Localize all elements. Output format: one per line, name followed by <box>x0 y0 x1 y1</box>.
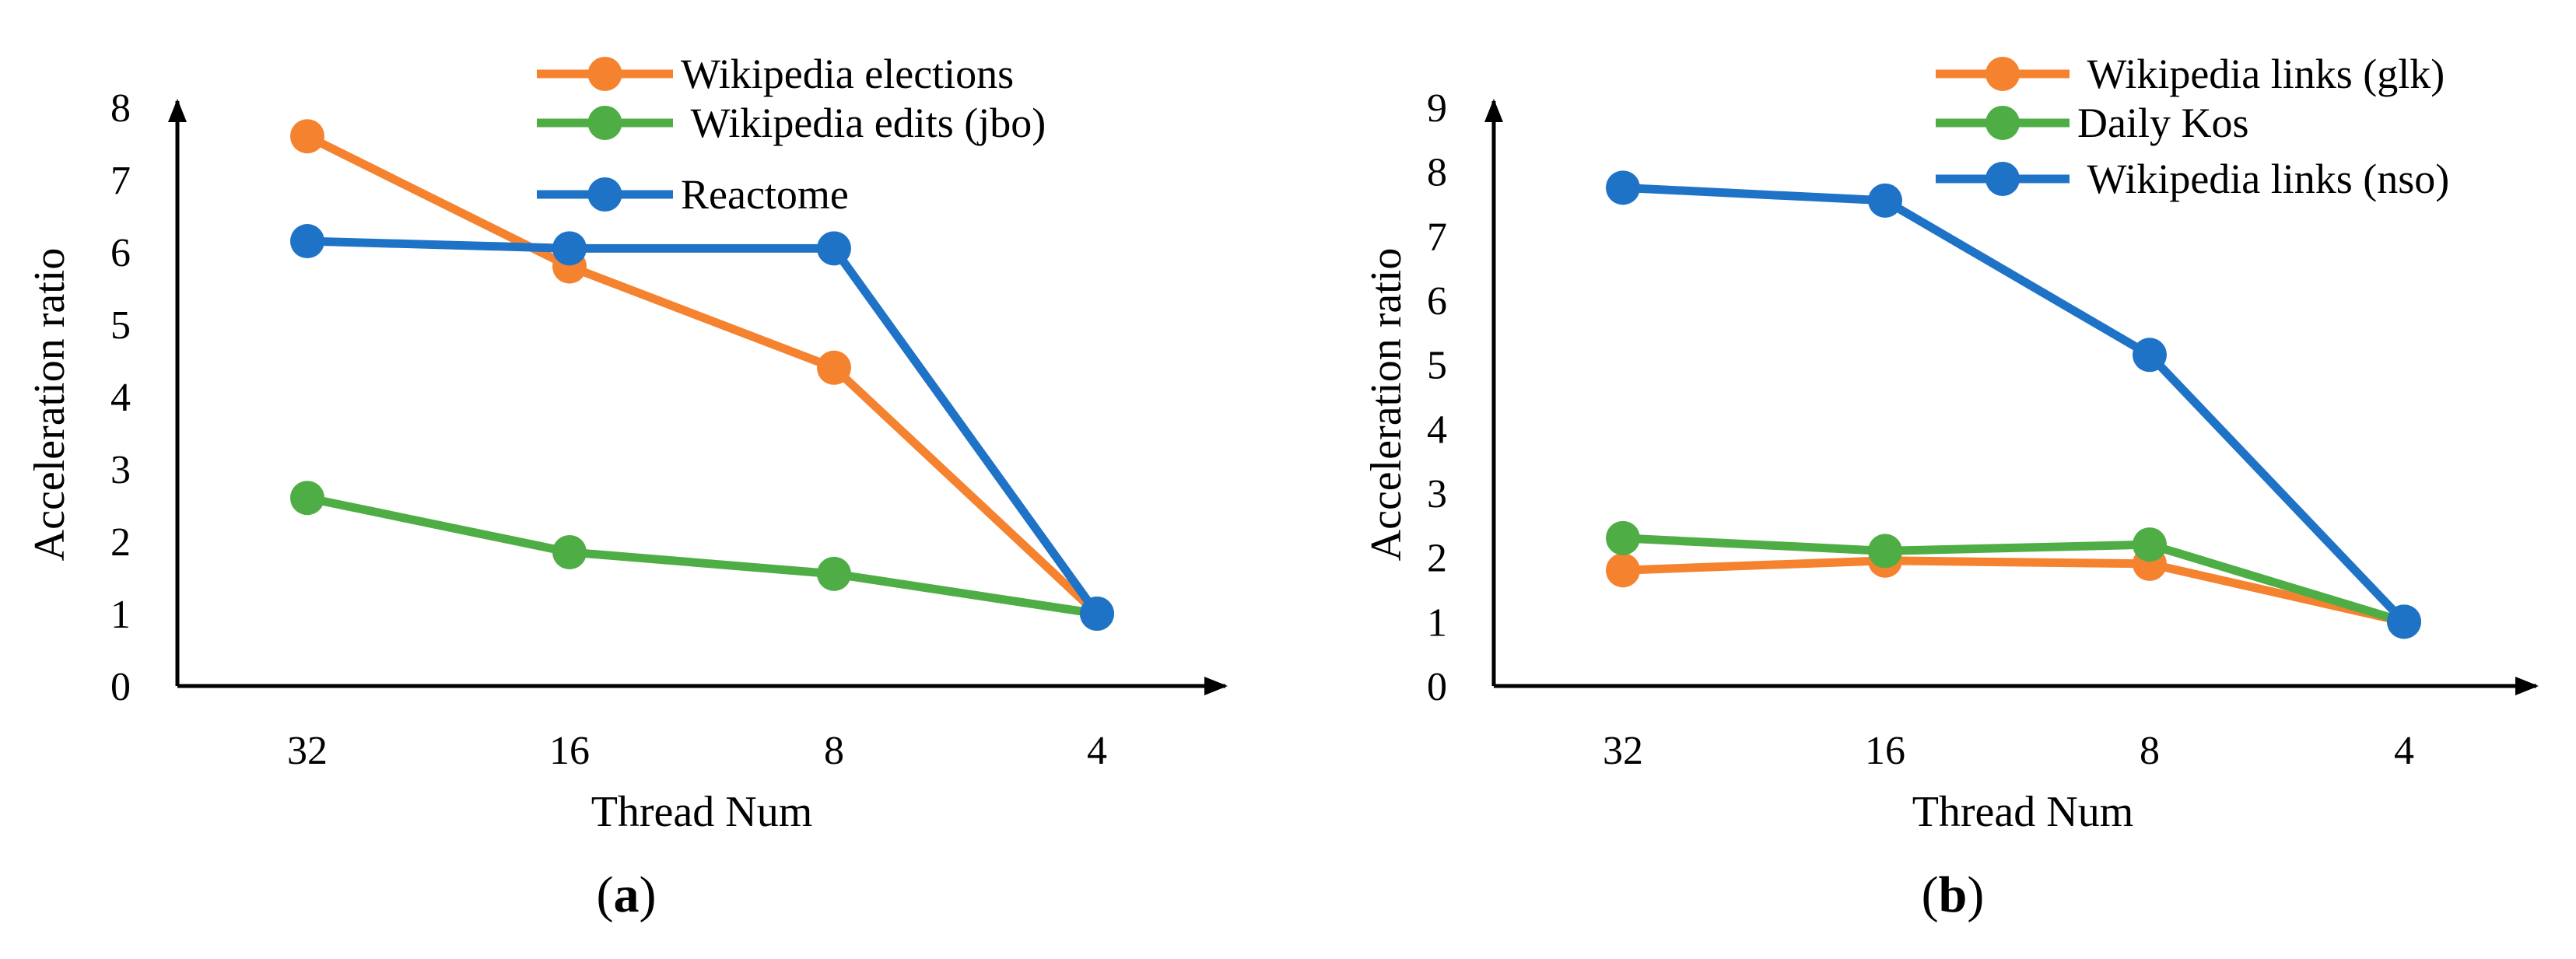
x-tick-label: 32 <box>1603 729 1643 773</box>
legend-marker <box>587 177 622 212</box>
x-tick-label: 8 <box>2140 729 2160 773</box>
legend-marker <box>1985 106 2020 140</box>
legend-label: Wikipedia elections <box>681 51 1014 97</box>
data-point <box>1868 534 1902 569</box>
y-tick-label: 5 <box>1427 344 1447 388</box>
x-axis-label: Thread Num <box>1912 788 2134 836</box>
series-line-3 <box>1622 183 2407 625</box>
series-line-1 <box>305 132 1100 618</box>
y-tick-label: 4 <box>110 376 131 420</box>
y-axis-label: Acceleration ratio <box>1362 248 1411 562</box>
y-tick-label: 9 <box>1427 86 1447 131</box>
series-line-3 <box>307 236 1101 617</box>
legend-label: Daily Kos <box>2077 100 2248 146</box>
legend-marker <box>587 57 622 91</box>
data-point <box>290 119 324 154</box>
y-tick-label: 1 <box>110 593 131 637</box>
data-point <box>817 556 851 591</box>
x-tick-label: 4 <box>2394 729 2414 773</box>
data-point <box>817 350 851 385</box>
legend-label: Wikipedia links (nso) <box>2077 156 2449 202</box>
y-tick-label: 2 <box>110 520 131 565</box>
data-point <box>552 231 587 266</box>
y-tick-label: 6 <box>1427 279 1447 324</box>
chart-panel-a: 0 1 2 3 4 5 6 7 8 32 16 8 4 Thread Num Acceleration ra… <box>26 51 1228 923</box>
data-point <box>1606 170 1640 205</box>
legend-label: Reactome <box>681 171 849 218</box>
y-tick-label: 0 <box>110 665 131 709</box>
x-tick-label: 8 <box>824 729 844 773</box>
data-point <box>552 534 587 569</box>
series-line-2 <box>306 493 1098 618</box>
y-axis-label: Acceleration ratio <box>26 248 74 562</box>
panel-label: (a) <box>597 866 657 923</box>
series-line-2 <box>1622 534 2406 626</box>
data-point <box>1080 597 1114 631</box>
y-tick-label: 1 <box>1427 600 1447 645</box>
x-tick-label: 4 <box>1087 729 1107 773</box>
legend-marker <box>1985 162 2020 196</box>
data-point <box>1868 183 1902 218</box>
x-tick-label: 16 <box>549 729 590 773</box>
y-tick-label: 5 <box>110 303 131 348</box>
legend-marker <box>587 106 622 140</box>
y-tick-label: 6 <box>110 231 131 275</box>
chart-panel-b: 0 1 2 3 4 5 6 7 8 9 32 16 8 4 Thread Num Acceleration r… <box>1362 51 2539 923</box>
data-point <box>1606 520 1640 555</box>
y-tick-label: 0 <box>1427 665 1447 709</box>
y-tick-label: 8 <box>1427 151 1447 195</box>
series-line-1 <box>1622 556 2406 626</box>
y-tick-label: 8 <box>110 86 131 131</box>
data-point <box>817 231 851 266</box>
data-point <box>2133 338 2167 373</box>
data-point <box>1606 553 1640 588</box>
legend-label: Wikipedia links (glk) <box>2077 51 2445 97</box>
y-tick-label: 4 <box>1427 408 1447 452</box>
data-point <box>2387 604 2421 639</box>
data-point <box>290 224 324 259</box>
y-tick-label: 7 <box>1427 215 1447 259</box>
y-tick-label: 2 <box>1427 537 1447 581</box>
y-tick-label: 7 <box>110 159 131 203</box>
x-tick-label: 16 <box>1865 729 1905 773</box>
y-tick-label: 3 <box>110 448 131 492</box>
panel-label: (b) <box>1922 866 1985 923</box>
x-axis-label: Thread Num <box>591 788 813 836</box>
data-point <box>290 481 324 516</box>
legend-label: Wikipedia edits (jbo) <box>681 100 1046 146</box>
data-point <box>2133 527 2167 562</box>
x-tick-label: 32 <box>287 729 328 773</box>
legend-marker <box>1985 57 2020 91</box>
y-tick-label: 3 <box>1427 472 1447 516</box>
